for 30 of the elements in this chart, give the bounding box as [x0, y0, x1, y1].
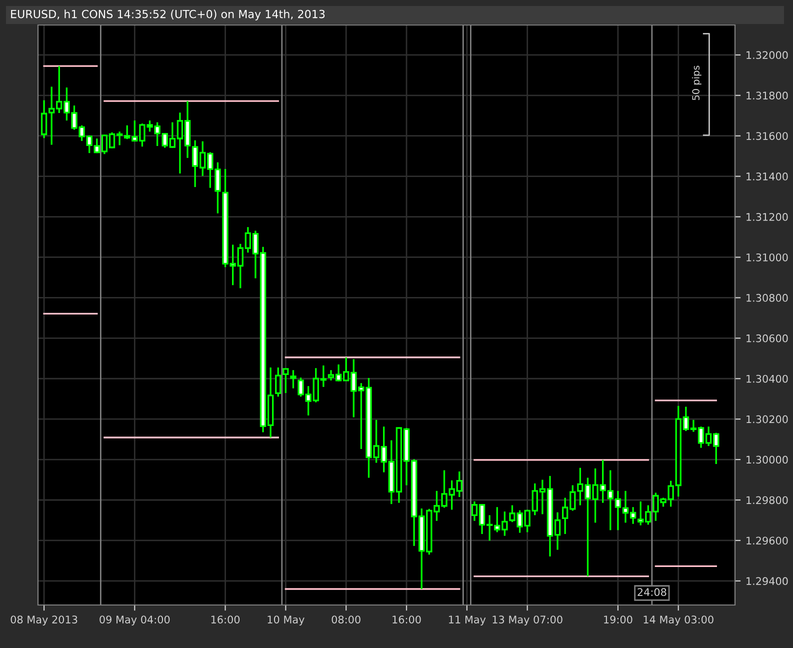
x-tick-label: 10 May: [268, 616, 304, 626]
y-tick-label: 1.31800: [746, 92, 788, 100]
candlestick: [290, 369, 296, 390]
x-tick-label: 13 May 07:00: [492, 616, 562, 626]
x-tick-label: 16:00: [211, 616, 240, 624]
annotation: 50 pips: [692, 66, 702, 100]
x-tick-label: 11 May: [449, 616, 486, 626]
candlestick: [275, 366, 282, 398]
x-tick-label: 14 May 03:00: [644, 616, 714, 626]
chart-title: EURUSD, h1 CONS 14:35:52 (UTC+0) on May 14th, 2013: [11, 10, 325, 20]
y-tick-label: 1.29600: [746, 536, 788, 545]
x-tick-label: 19:00: [604, 616, 632, 624]
y-tick-label: 1.30000: [746, 456, 788, 464]
y-tick-label: 1.30600: [746, 334, 788, 342]
annotation: 24:08: [638, 588, 666, 596]
y-tick-label: 1.31200: [746, 213, 788, 221]
y-tick-label: 1.31600: [746, 132, 788, 140]
x-tick-label: 08:00: [332, 616, 360, 624]
x-tick-label: 08 May 2013: [10, 616, 78, 626]
y-tick-label: 1.32000: [746, 51, 788, 60]
x-tick-label: 09 May 04:00: [100, 616, 170, 626]
y-tick-label: 1.30200: [746, 415, 788, 424]
y-tick-label: 1.30400: [746, 374, 788, 383]
candlestick: [282, 368, 289, 394]
y-tick-label: 1.30800: [746, 294, 788, 302]
y-tick-label: 1.29800: [746, 496, 788, 504]
y-tick-label: 1.31000: [746, 253, 788, 262]
y-tick-label: 1.31400: [746, 172, 788, 180]
x-tick-label: 16:00: [392, 616, 421, 624]
y-tick-label: 1.29400: [746, 577, 788, 586]
